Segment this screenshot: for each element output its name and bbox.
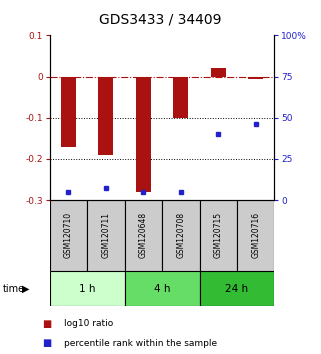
- Text: GSM120648: GSM120648: [139, 212, 148, 258]
- Text: GSM120708: GSM120708: [176, 212, 185, 258]
- Text: 4 h: 4 h: [154, 284, 170, 293]
- Text: log10 ratio: log10 ratio: [64, 319, 113, 329]
- Bar: [50, 200, 87, 271]
- Text: GSM120711: GSM120711: [101, 212, 110, 258]
- Text: GDS3433 / 34409: GDS3433 / 34409: [99, 12, 222, 27]
- Bar: [162, 200, 200, 271]
- Text: GSM120716: GSM120716: [251, 212, 260, 258]
- Text: GSM120710: GSM120710: [64, 212, 73, 258]
- Bar: [87, 200, 125, 271]
- Bar: [248, 76, 263, 79]
- Bar: [136, 76, 151, 192]
- Bar: [125, 200, 162, 271]
- Bar: [61, 76, 76, 147]
- Text: 24 h: 24 h: [225, 284, 248, 293]
- Bar: [99, 76, 113, 155]
- Bar: [237, 200, 274, 271]
- Text: GSM120715: GSM120715: [214, 212, 223, 258]
- Bar: [200, 271, 274, 306]
- Text: ■: ■: [42, 338, 51, 348]
- Text: percentile rank within the sample: percentile rank within the sample: [64, 339, 217, 348]
- Text: ▶: ▶: [22, 284, 29, 293]
- Bar: [50, 271, 125, 306]
- Bar: [211, 68, 226, 76]
- Bar: [173, 76, 188, 118]
- Bar: [200, 200, 237, 271]
- Text: time: time: [3, 284, 25, 293]
- Text: ■: ■: [42, 319, 51, 329]
- Bar: [125, 271, 200, 306]
- Text: 1 h: 1 h: [79, 284, 95, 293]
